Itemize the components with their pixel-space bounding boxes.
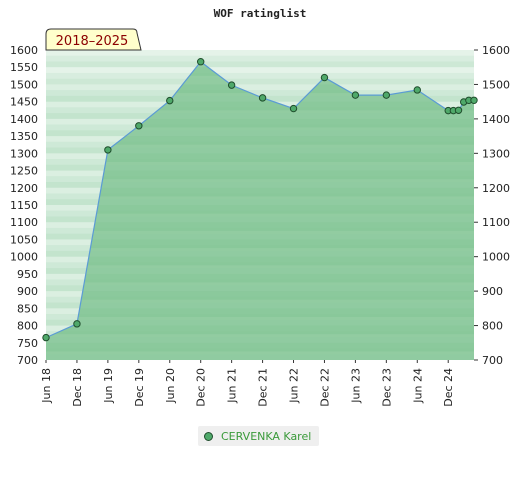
- x-tick-label: Jun 22: [288, 368, 301, 404]
- y-tick-label-right: 700: [482, 354, 503, 367]
- area-band: [46, 316, 474, 326]
- grid-band-stripe: [46, 78, 474, 85]
- x-tick-label: Dec 22: [318, 368, 331, 407]
- x-tick-label: Dec 18: [71, 368, 84, 407]
- y-tick-label-left: 900: [17, 285, 38, 298]
- y-tick-label-left: 1150: [10, 199, 38, 212]
- area-band: [46, 196, 474, 205]
- y-tick-label-right: 900: [482, 285, 503, 298]
- area-band: [46, 230, 474, 240]
- grid-band-stripe: [46, 67, 474, 73]
- x-tick-label: Dec 20: [195, 368, 208, 407]
- y-tick-label-right: 1600: [482, 44, 510, 57]
- data-point: [289, 104, 298, 113]
- y-tick-label-left: 1000: [10, 251, 38, 264]
- grid-band-stripe: [46, 90, 474, 96]
- y-tick-label-left: 1250: [10, 165, 38, 178]
- y-tick-label-left: 1200: [10, 182, 38, 195]
- grid-band-stripe: [46, 50, 474, 56]
- area-layer: [45, 60, 474, 360]
- data-point: [351, 91, 360, 99]
- x-tick-label: Dec 24: [442, 368, 455, 407]
- data-points: [42, 58, 478, 342]
- area-band: [46, 213, 474, 223]
- x-tick-label: Jun 24: [411, 368, 424, 404]
- grid-band-stripe: [46, 72, 474, 79]
- data-point: [73, 320, 81, 328]
- x-axis: Jun 18 Dec 18 Jun 19 Dec 19 Jun 20 Dec 20 Jun …: [40, 360, 455, 407]
- data-point: [42, 333, 50, 342]
- legend: CERVENKA Karel: [198, 426, 320, 446]
- y-tick-label-left: 1600: [10, 44, 38, 57]
- y-tick-label-left: 700: [17, 354, 38, 367]
- area-band: [46, 282, 474, 292]
- x-tick-label: Jun 23: [349, 368, 362, 404]
- area-band: [46, 161, 474, 171]
- legend-marker-icon: [204, 431, 213, 441]
- data-point: [135, 122, 143, 130]
- x-tick-label: Jun 21: [226, 368, 239, 404]
- data-point: [470, 96, 478, 104]
- area-band: [46, 299, 474, 309]
- y-tick-label-left: 1400: [10, 113, 38, 126]
- y-tick-label-left: 800: [17, 320, 38, 333]
- grid-band-stripe: [46, 61, 474, 68]
- x-tick-label: Jun 20: [164, 368, 177, 404]
- y-tick-label-left: 1100: [10, 216, 38, 229]
- data-point: [196, 58, 205, 66]
- grid-band-stripe: [46, 55, 474, 62]
- y-tick-label-left: 750: [17, 337, 38, 350]
- grid-band-stripe: [46, 84, 474, 91]
- y-tick-label-right: 1100: [482, 216, 510, 229]
- y-tick-label-right: 800: [482, 320, 503, 333]
- area-band: [46, 248, 474, 257]
- y-tick-label-left: 1500: [10, 78, 38, 91]
- y-tick-label-left: 850: [17, 302, 38, 315]
- y-tick-label-right: 1400: [482, 113, 510, 126]
- y-tick-label-right: 1500: [482, 78, 510, 91]
- data-point: [413, 86, 421, 94]
- area-band: [46, 351, 474, 360]
- area-band: [46, 179, 474, 188]
- y-tick-label-right: 1000: [482, 251, 510, 264]
- y-tick-label-left: 1350: [10, 130, 38, 143]
- y-axis-right: 700 800 900 1000 1100 1200 1300 1400 1500 1600: [474, 44, 510, 367]
- data-point: [227, 81, 236, 89]
- x-tick-label: Jun 19: [102, 368, 115, 404]
- data-point: [258, 94, 267, 102]
- series-area: [46, 61, 474, 360]
- legend-label: CERVENKA Karel: [221, 429, 312, 443]
- data-point: [166, 96, 174, 105]
- data-point: [454, 106, 463, 114]
- area-band: [46, 144, 474, 154]
- y-tick-label-left: 1450: [10, 96, 38, 109]
- y-axis-left: 700 750 800 850 900 950 1000 1050 1100 1150 1200 12…: [10, 44, 38, 367]
- period-badge-shape: [45, 28, 142, 51]
- y-tick-label-right: 1300: [482, 147, 510, 160]
- y-tick-label-left: 1300: [10, 147, 38, 160]
- area-band: [46, 110, 474, 119]
- data-point: [104, 146, 112, 154]
- x-tick-label: Jun 18: [40, 368, 53, 404]
- y-tick-label-left: 1050: [10, 233, 38, 246]
- data-point: [382, 91, 391, 99]
- area-band: [46, 334, 474, 343]
- x-tick-label: Dec 21: [257, 368, 270, 407]
- period-badge-label: 2018–2025: [56, 34, 129, 49]
- y-tick-label-left: 950: [17, 268, 38, 281]
- y-tick-label-left: 1550: [10, 61, 38, 74]
- x-tick-label: Dec 23: [380, 368, 393, 407]
- x-tick-label: Dec 19: [133, 368, 146, 407]
- y-tick-label-right: 1200: [482, 182, 510, 195]
- period-badge: 2018–2025: [45, 28, 142, 51]
- area-band: [46, 265, 474, 274]
- data-point: [320, 73, 329, 82]
- chart-title: WOF ratinglist: [214, 7, 307, 20]
- area-band: [46, 127, 474, 137]
